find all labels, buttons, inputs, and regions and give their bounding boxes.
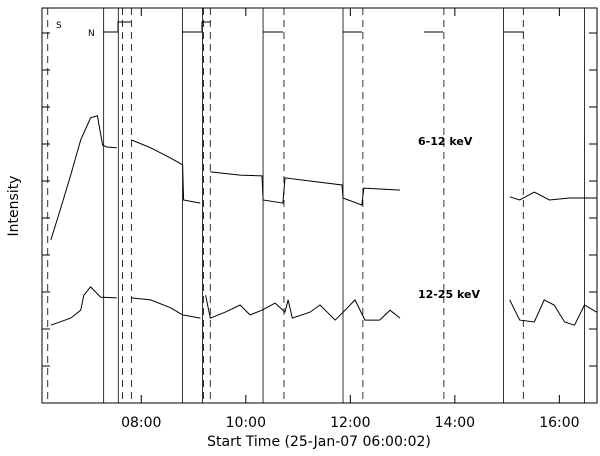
x-tick-label: 12:00 <box>330 415 370 431</box>
series-label: 6-12 keV <box>418 135 473 148</box>
x-tick-label: 10:00 <box>226 415 266 431</box>
plot-frame <box>41 7 598 404</box>
annotation: N <box>88 29 95 39</box>
x-tick-label: 16:00 <box>539 415 579 431</box>
orbit-flags <box>103 21 524 33</box>
x-axis-label: Start Time (25-Jan-07 06:00:02) <box>207 434 431 450</box>
series-label: 12-25 keV <box>418 288 480 301</box>
y-axis-label: Intensity <box>6 176 22 237</box>
orbit-flag-bars <box>103 21 524 33</box>
x-tick-label: 14:00 <box>435 415 475 431</box>
series-line <box>50 286 597 326</box>
annotation: S <box>56 21 62 31</box>
x-tick-label: 08:00 <box>121 415 161 431</box>
series-line <box>50 115 597 241</box>
